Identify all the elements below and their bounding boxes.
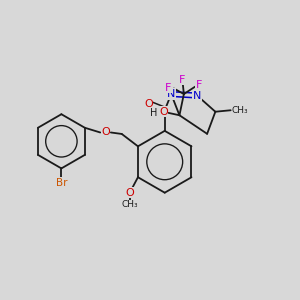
Text: N: N [167, 89, 176, 99]
Text: O: O [101, 128, 110, 137]
Text: O: O [159, 107, 168, 117]
Text: Br: Br [56, 178, 67, 188]
Text: F: F [179, 75, 186, 85]
Text: F: F [165, 82, 172, 93]
Text: N: N [193, 91, 201, 100]
Text: CH₃: CH₃ [231, 106, 248, 115]
Text: F: F [195, 80, 202, 90]
Text: CH₃: CH₃ [122, 200, 138, 209]
Text: O: O [125, 188, 134, 197]
Text: H: H [150, 108, 158, 118]
Text: O: O [144, 99, 153, 109]
